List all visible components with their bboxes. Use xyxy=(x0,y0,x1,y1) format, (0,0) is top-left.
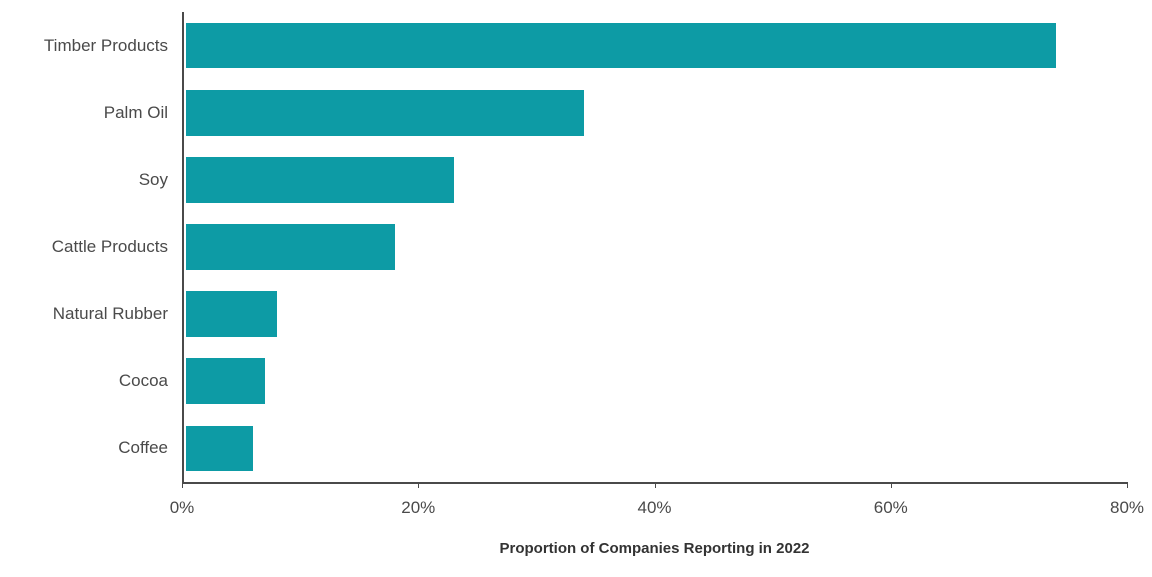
x-tick-label: 40% xyxy=(637,498,671,518)
bar xyxy=(186,426,253,472)
bar xyxy=(186,157,454,203)
y-axis-label: Coffee xyxy=(118,438,168,458)
x-tick-mark xyxy=(891,482,892,488)
plot-area xyxy=(182,12,1127,482)
x-tick-mark xyxy=(655,482,656,488)
bar xyxy=(186,358,265,404)
y-axis-label: Soy xyxy=(139,170,168,190)
bar xyxy=(186,23,1056,69)
y-axis-label: Cocoa xyxy=(119,371,168,391)
x-tick-mark xyxy=(182,482,183,488)
y-axis-line xyxy=(182,12,184,482)
x-axis-title: Proportion of Companies Reporting in 202… xyxy=(182,540,1127,557)
x-tick-label: 80% xyxy=(1110,498,1144,518)
x-tick-mark xyxy=(418,482,419,488)
bars-group xyxy=(182,12,1127,482)
bar xyxy=(186,90,584,136)
bar xyxy=(186,224,395,270)
chart-container: Timber Products Palm Oil Soy Cattle Product… xyxy=(0,0,1152,577)
y-axis-label: Timber Products xyxy=(44,36,168,56)
x-axis-ticks: 0%20%40%60%80% xyxy=(182,482,1127,542)
bar xyxy=(186,291,277,337)
x-tick-mark xyxy=(1127,482,1128,488)
x-tick-label: 60% xyxy=(874,498,908,518)
y-axis-label: Cattle Products xyxy=(52,237,168,257)
y-axis-labels: Timber Products Palm Oil Soy Cattle Product… xyxy=(0,12,168,482)
y-axis-label: Palm Oil xyxy=(104,103,168,123)
x-tick-label: 0% xyxy=(170,498,195,518)
x-tick-label: 20% xyxy=(401,498,435,518)
y-axis-label: Natural Rubber xyxy=(53,304,168,324)
